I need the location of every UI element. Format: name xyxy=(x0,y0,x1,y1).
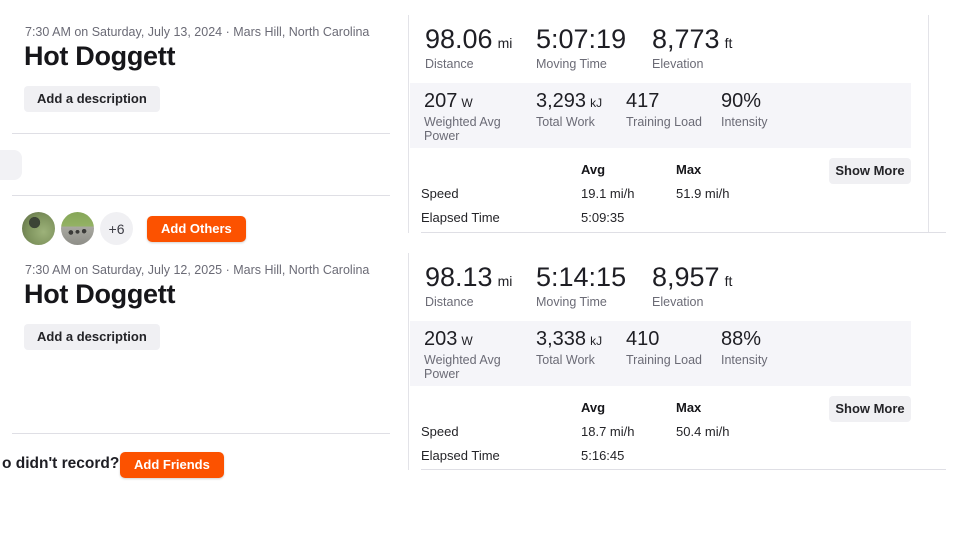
divider xyxy=(12,433,390,434)
stat-distance: 98.13 mi Distance xyxy=(425,262,512,309)
stats-panel-2: 98.13 mi Distance 5:14:15 Moving Time 8,9… xyxy=(408,253,946,470)
stat-value: 88% xyxy=(721,328,762,350)
activity-1-title: Hot Doggett xyxy=(24,41,176,71)
stat-value: 98.13 xyxy=(425,262,493,292)
stat-label: Training Load xyxy=(626,115,702,129)
divider xyxy=(421,232,946,233)
participant-avatar-1[interactable] xyxy=(22,212,55,245)
stat-unit: mi xyxy=(497,273,513,289)
row-avg: 5:16:45 xyxy=(581,448,625,463)
add-description-button[interactable]: Add a description xyxy=(24,324,160,350)
stat-unit: ft xyxy=(724,35,733,51)
stat-value: 8,957 xyxy=(652,262,720,292)
stat-unit: ft xyxy=(724,273,733,289)
stat-label: Moving Time xyxy=(536,295,607,309)
add-description-button[interactable]: Add a description xyxy=(24,86,160,112)
row-avg: 5:09:35 xyxy=(581,210,625,225)
participant-avatar-2[interactable] xyxy=(61,212,94,245)
row-avg: 18.7 mi/h xyxy=(581,424,635,439)
stat-label: Total Work xyxy=(536,353,595,367)
show-more-button[interactable]: Show More xyxy=(829,158,911,184)
row-label: Speed xyxy=(421,424,459,439)
extra-participants-badge[interactable]: +6 xyxy=(100,212,133,245)
cutoff-element xyxy=(0,150,22,180)
divider xyxy=(421,469,946,470)
stat-label: Elevation xyxy=(652,295,704,309)
stat-value: 5:14:15 xyxy=(536,262,627,292)
activity-2-title: Hot Doggett xyxy=(24,279,176,309)
stat-label: Training Load xyxy=(626,353,702,367)
stat-intensity: 88% Intensity xyxy=(721,328,768,367)
stat-value: 3,293 xyxy=(536,90,587,112)
stat-training-load: 410 Training Load xyxy=(626,328,702,367)
stat-value: 203 xyxy=(424,328,458,350)
stat-label: Elevation xyxy=(652,57,704,71)
stat-label: Intensity xyxy=(721,115,768,129)
secondary-stats-band: 203 W Weighted Avg Power 3,338 kJ Total Wo… xyxy=(410,321,911,386)
stat-distance: 98.06 mi Distance xyxy=(425,24,512,71)
row-max: 51.9 mi/h xyxy=(676,186,730,201)
stat-value: 410 xyxy=(626,328,660,350)
stat-label: Distance xyxy=(425,295,474,309)
stat-value: 3,338 xyxy=(536,328,587,350)
stat-value: 90% xyxy=(721,90,762,112)
show-more-button[interactable]: Show More xyxy=(829,396,911,422)
stat-label: Total Work xyxy=(536,115,595,129)
add-friends-button[interactable]: Add Friends xyxy=(120,452,224,478)
activity-2-meta: 7:30 AM on Saturday, July 12, 2025 · Mar… xyxy=(25,263,370,277)
divider xyxy=(12,133,390,134)
row-label: Elapsed Time xyxy=(421,210,500,225)
table-header-avg: Avg xyxy=(581,162,606,177)
stat-value: 8,773 xyxy=(652,24,720,54)
secondary-stats-band: 207 W Weighted Avg Power 3,293 kJ Total Wo… xyxy=(410,83,911,148)
panel-edge-line xyxy=(928,15,929,233)
stat-moving-time: 5:07:19 Moving Time xyxy=(536,24,631,71)
stat-value: 417 xyxy=(626,90,660,112)
stat-label: Distance xyxy=(425,57,474,71)
stats-panel-1: 98.06 mi Distance 5:07:19 Moving Time 8,7… xyxy=(408,15,946,233)
stat-unit: kJ xyxy=(590,96,603,110)
stat-intensity: 90% Intensity xyxy=(721,90,768,129)
table-header-max: Max xyxy=(676,162,702,177)
table-header-max: Max xyxy=(676,400,702,415)
row-avg: 19.1 mi/h xyxy=(581,186,635,201)
stat-label: Intensity xyxy=(721,353,768,367)
stat-unit: W xyxy=(461,96,473,110)
row-label: Elapsed Time xyxy=(421,448,500,463)
row-max: 50.4 mi/h xyxy=(676,424,730,439)
stat-value: 207 xyxy=(424,90,458,112)
stat-training-load: 417 Training Load xyxy=(626,90,702,129)
stat-total-work: 3,338 kJ Total Work xyxy=(536,328,602,367)
stat-moving-time: 5:14:15 Moving Time xyxy=(536,262,631,309)
stat-weighted-avg-power: 203 W Weighted Avg Power xyxy=(424,328,521,381)
divider xyxy=(12,195,390,196)
stat-unit: W xyxy=(461,334,473,348)
activity-1-meta: 7:30 AM on Saturday, July 13, 2024 · Mar… xyxy=(25,25,370,39)
stat-label: Weighted Avg Power xyxy=(424,115,501,143)
stat-unit: mi xyxy=(497,35,513,51)
add-others-button[interactable]: Add Others xyxy=(147,216,246,242)
stat-label: Weighted Avg Power xyxy=(424,353,501,381)
stat-weighted-avg-power: 207 W Weighted Avg Power xyxy=(424,90,521,143)
stat-unit: kJ xyxy=(590,334,603,348)
table-header-avg: Avg xyxy=(581,400,606,415)
footer-prompt: o didn't record? xyxy=(2,455,120,472)
stat-elevation: 8,957 ft Elevation xyxy=(652,262,732,309)
stat-value: 98.06 xyxy=(425,24,493,54)
stat-label: Moving Time xyxy=(536,57,607,71)
stat-total-work: 3,293 kJ Total Work xyxy=(536,90,602,129)
stat-value: 5:07:19 xyxy=(536,24,627,54)
row-label: Speed xyxy=(421,186,459,201)
stat-elevation: 8,773 ft Elevation xyxy=(652,24,732,71)
